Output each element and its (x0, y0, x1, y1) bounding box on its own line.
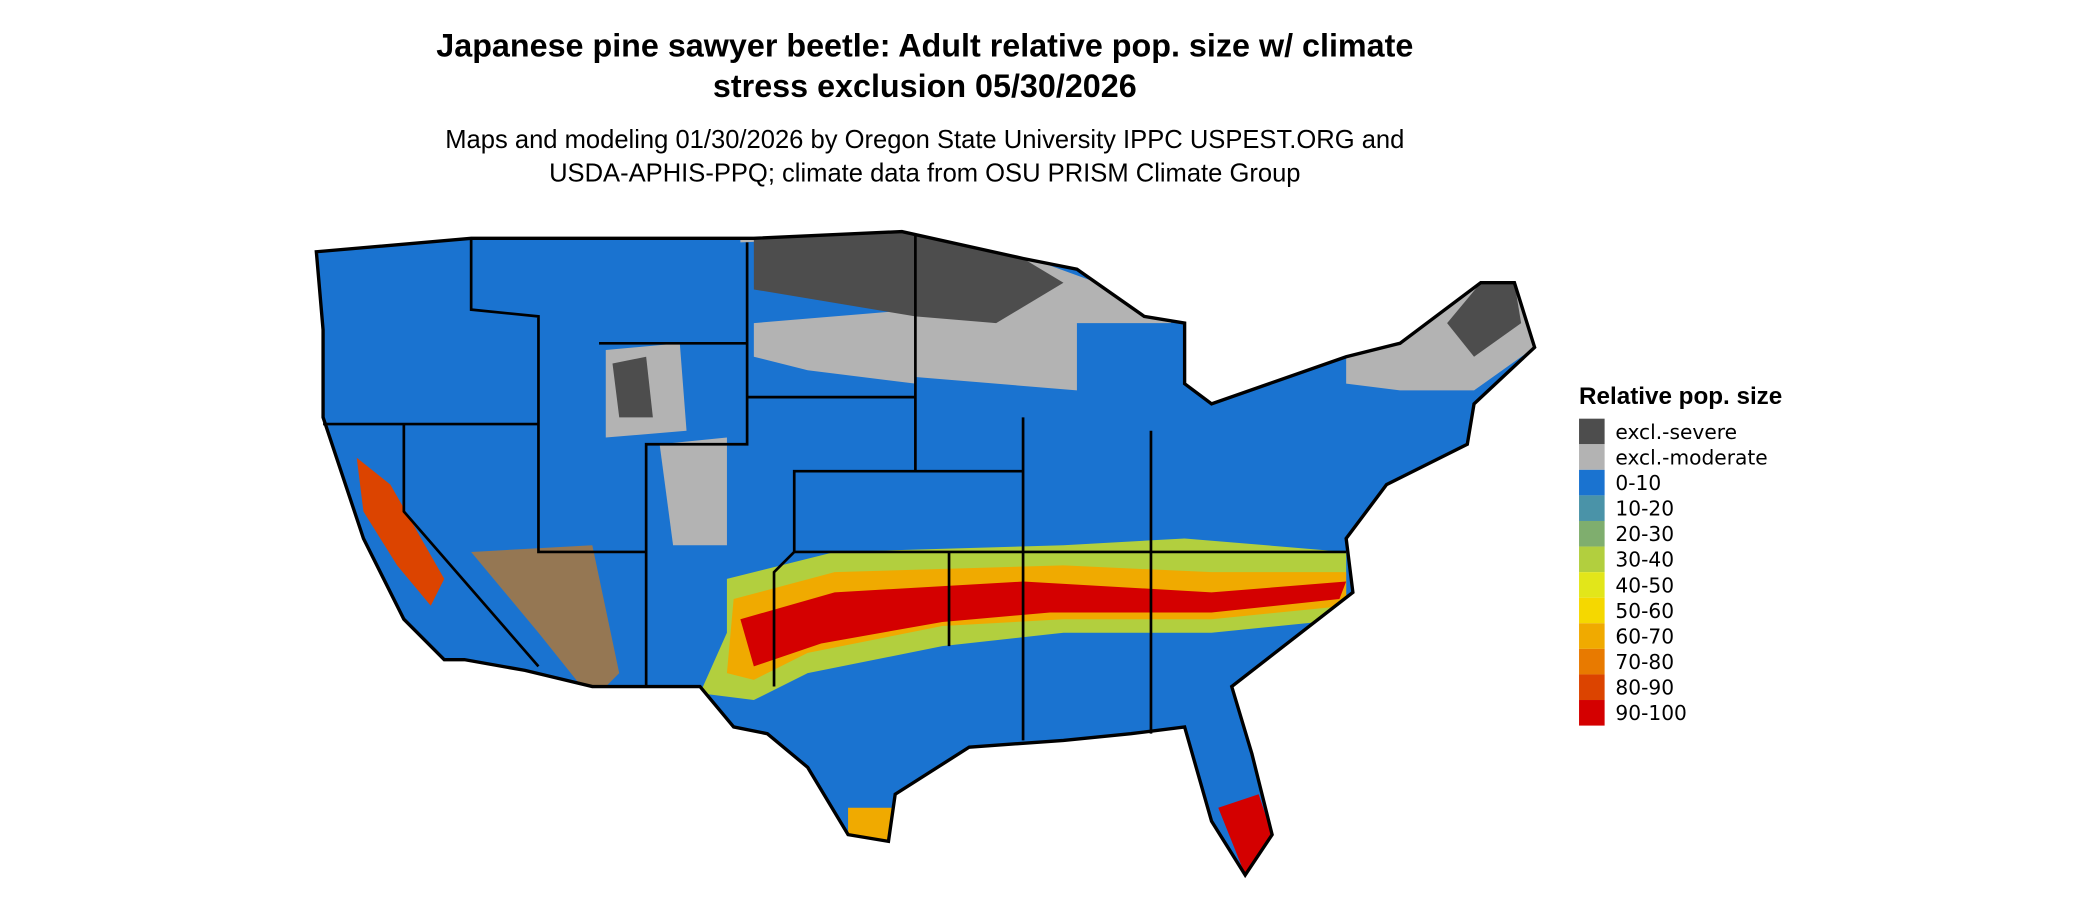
legend-swatch (1579, 648, 1605, 675)
region-hot (740, 581, 1347, 667)
region-moderate (753, 309, 916, 384)
subtitle: Maps and modeling 01/30/2026 by Oregon S… (445, 126, 1404, 154)
region-hot (356, 457, 445, 606)
legend-label: 50-60 (1615, 599, 1674, 623)
state-lines (323, 235, 1347, 741)
legend-swatch (1579, 623, 1605, 649)
legend-swatch (1579, 572, 1605, 598)
legend-label: 20-30 (1615, 522, 1674, 546)
legend-label: excl.-severe (1615, 420, 1737, 444)
legend-swatch (1579, 495, 1605, 521)
legend-swatch (1579, 674, 1605, 701)
legend-swatch (1579, 469, 1605, 496)
legend-label: 90-100 (1615, 701, 1687, 725)
title: Japanese pine sawyer beetle: Adult relat… (436, 28, 1413, 64)
legend-label: 10-20 (1615, 497, 1674, 521)
legend-label: 40-50 (1615, 573, 1674, 597)
legend-label: excl.-moderate (1615, 445, 1767, 469)
legend-label: 60-70 (1615, 624, 1674, 648)
legend-swatch (1579, 520, 1605, 547)
legend-swatch (1579, 597, 1605, 624)
map-body (316, 231, 1535, 876)
region-severe (1447, 282, 1522, 357)
region-severe (915, 231, 1064, 324)
legend-swatch (1579, 444, 1605, 470)
legend-label: 80-90 (1615, 676, 1674, 700)
region-severe (612, 356, 653, 418)
subtitle: USDA-APHIS-PPQ; climate data from OSU PR… (549, 160, 1300, 188)
legend-swatch (1579, 700, 1605, 726)
legend: excl.-severeexcl.-moderate0-1010-2020-30… (1579, 418, 1768, 726)
region-warm (848, 807, 896, 842)
legend-swatch (1579, 418, 1605, 445)
region-severe (753, 231, 916, 317)
region-moderate (659, 437, 727, 546)
legend-swatch (1579, 546, 1605, 573)
region-warm (471, 545, 620, 701)
title: stress exclusion 05/30/2026 (713, 68, 1137, 104)
legend-label: 70-80 (1615, 650, 1674, 674)
legend-label: 0-10 (1615, 471, 1661, 495)
legend-label: 30-40 (1615, 548, 1674, 572)
country-outline (314, 229, 1537, 879)
legend-title: Relative pop. size (1579, 383, 1782, 410)
